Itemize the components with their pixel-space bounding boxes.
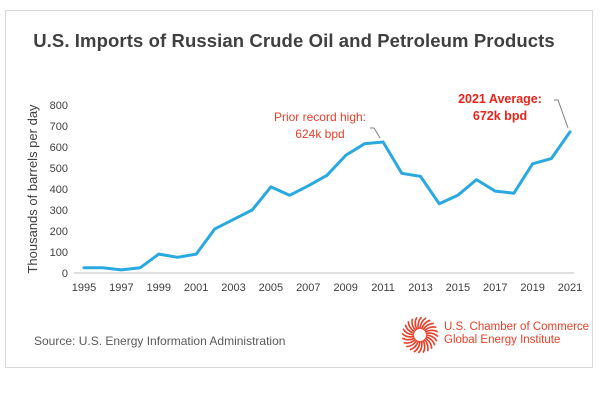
data-point — [437, 202, 441, 205]
data-point — [456, 194, 460, 197]
annotation-text: 672k bpd — [473, 109, 527, 123]
source-note: Source: U.S. Energy Information Administ… — [34, 334, 286, 348]
data-point — [213, 227, 217, 231]
x-tick-label: 2005 — [259, 282, 283, 294]
annotation-text: Prior record high: — [274, 110, 366, 124]
data-point — [288, 194, 291, 197]
x-tick-label: 1995 — [72, 282, 96, 294]
series-line — [82, 130, 572, 272]
data-point — [568, 130, 572, 134]
y-tick-label: 700 — [50, 121, 68, 133]
sunburst-ray — [401, 337, 416, 341]
data-point — [363, 142, 366, 146]
sunburst-ray — [414, 316, 418, 331]
x-tick-label: 2001 — [184, 282, 208, 294]
sunburst-ray — [422, 322, 434, 331]
x-tick-label: 2011 — [371, 282, 395, 294]
x-tick-label: 2019 — [520, 282, 544, 294]
sunburst-ray — [423, 326, 437, 332]
sunburst-ray — [424, 329, 439, 333]
x-tick-label: 1999 — [147, 282, 171, 294]
y-tick-label: 200 — [50, 226, 68, 238]
sunburst-ray — [417, 316, 423, 330]
sunburst-ray — [403, 338, 417, 344]
y-tick-label: 400 — [50, 184, 68, 196]
y-axis-label: Thousands of barrels per day — [25, 104, 40, 274]
logo-line-1: U.S. Chamber of Commerce — [444, 321, 590, 333]
sunburst-ray — [404, 324, 415, 335]
data-point — [269, 185, 273, 189]
data-point — [381, 140, 385, 144]
data-point — [550, 157, 553, 160]
sunburst-ray — [411, 318, 417, 332]
chamber-logo: U.S. Chamber of Commerce Global Energy I… — [398, 315, 589, 355]
data-point — [82, 266, 86, 269]
sunburst-ray — [420, 319, 431, 330]
data-point — [344, 154, 347, 157]
data-point — [251, 208, 254, 212]
data-point — [531, 162, 534, 165]
annotation-text: 624k bpd — [295, 127, 344, 141]
y-tick-label: 0 — [62, 268, 68, 280]
y-tick-label: 600 — [50, 142, 68, 154]
x-tick-label: 2009 — [333, 282, 357, 294]
sunburst-ray — [402, 328, 415, 336]
sunburst-ray — [413, 340, 421, 353]
annotation-leader — [554, 99, 569, 129]
sunburst-ray — [422, 339, 426, 354]
x-tick-label: 1997 — [109, 282, 133, 294]
sunburst-ray — [409, 340, 420, 351]
data-point — [325, 174, 329, 177]
data-point — [419, 175, 422, 178]
sunburst-icon — [401, 316, 439, 354]
data-point — [494, 189, 497, 193]
sunburst-ray — [407, 321, 416, 333]
y-tick-label: 800 — [50, 100, 68, 112]
y-tick-label: 500 — [50, 163, 68, 175]
sunburst-ray — [425, 332, 439, 338]
sunburst-ray — [425, 334, 438, 342]
y-tick-label: 300 — [50, 205, 68, 217]
data-point — [307, 184, 310, 188]
data-point — [512, 192, 516, 195]
sunburst-ray — [423, 338, 429, 352]
data-point — [101, 266, 104, 269]
data-point — [475, 178, 478, 181]
data-point — [400, 172, 403, 175]
sunburst-ray — [401, 332, 415, 338]
x-tick-label: 2021 — [558, 282, 582, 294]
data-point — [120, 268, 123, 272]
annotation-text: 2021 Average: — [458, 92, 542, 106]
data-point — [157, 252, 160, 256]
data-point — [194, 252, 198, 256]
x-tick-label: 2017 — [483, 282, 507, 294]
x-tick-label: 2003 — [221, 282, 245, 294]
x-tick-label: 2013 — [408, 282, 432, 294]
sunburst-ray — [419, 317, 427, 330]
y-tick-label: 100 — [50, 247, 68, 259]
logo-line-2: Global Energy Institute — [444, 334, 561, 346]
sunburst-ray — [425, 335, 436, 346]
sunburst-ray — [406, 339, 418, 348]
chart-title: U.S. Imports of Russian Crude Oil and Pe… — [33, 30, 555, 51]
sunburst-ray — [424, 337, 433, 349]
data-point — [232, 218, 235, 221]
logo-text: U.S. Chamber of Commerce Global Energy I… — [444, 321, 589, 347]
sunburst-ray — [417, 340, 423, 354]
x-tick-label: 2015 — [446, 282, 470, 294]
data-point — [138, 266, 142, 269]
x-tick-label: 2007 — [296, 282, 320, 294]
data-point — [176, 256, 179, 259]
annotation-leader — [370, 127, 381, 139]
